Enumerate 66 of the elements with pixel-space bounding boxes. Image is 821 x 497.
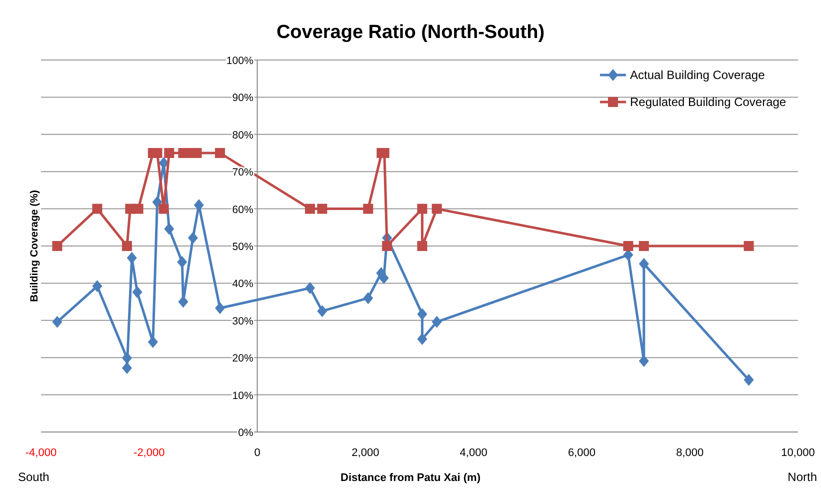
point: [214, 302, 225, 314]
point: [317, 204, 328, 214]
tick-label-halo: 80%: [232, 129, 254, 142]
x-axis-title: Distance from Patu Xai (m): [340, 472, 481, 484]
point: [432, 204, 442, 214]
point: [744, 241, 754, 251]
point: [382, 241, 392, 251]
point: [363, 292, 374, 304]
tick-label-halo: 10%: [232, 390, 254, 402]
point: [178, 148, 188, 158]
x-tick-label: 6,000: [568, 447, 596, 459]
point: [638, 241, 649, 251]
point: [148, 336, 158, 348]
chart-title: Coverage Ratio (North-South): [276, 22, 545, 43]
tick-label-halo: 100%: [226, 55, 254, 67]
point: [214, 148, 225, 158]
point: [638, 258, 649, 270]
x-tick-label: 2,000: [352, 447, 380, 459]
point: [317, 305, 328, 318]
legend-label: Actual Building Coverage: [630, 68, 766, 82]
x-tick-label: -2,000: [134, 447, 165, 459]
point: [158, 204, 169, 214]
tick-label-halo: 90%: [232, 92, 254, 104]
tick-label-halo: 0%: [238, 427, 254, 439]
point: [133, 204, 144, 214]
x-tick-label: 8,000: [676, 447, 704, 459]
point: [132, 286, 142, 298]
tick-label-halo: 70%: [232, 166, 254, 179]
point: [178, 296, 188, 308]
point: [417, 333, 428, 345]
point: [92, 204, 102, 214]
point: [363, 204, 374, 214]
x-tick-label: 0: [254, 447, 260, 459]
x-tick-label: 4,000: [460, 447, 488, 459]
point: [623, 241, 634, 251]
point: [305, 204, 316, 214]
point: [122, 352, 132, 364]
point: [638, 354, 649, 367]
point: [744, 374, 754, 386]
point: [417, 308, 428, 320]
x-tick-label: -4,000: [25, 447, 57, 459]
point: [417, 204, 428, 214]
point: [164, 222, 174, 235]
point: [92, 280, 102, 292]
point: [177, 256, 188, 268]
tick-label-halo: 30%: [232, 315, 254, 328]
tick-label-halo: 40%: [232, 278, 254, 290]
y-axis-title: Building Coverage (%): [28, 190, 40, 302]
point: [152, 196, 162, 208]
tick-label-halo: 20%: [232, 352, 254, 365]
point: [305, 282, 316, 294]
x-tick-label: 10,000: [781, 447, 815, 459]
text: North: [788, 470, 817, 484]
tick-label-halo: 50%: [232, 241, 254, 253]
tick-label-halo: 60%: [232, 204, 254, 216]
point: [52, 316, 62, 328]
point: [126, 252, 137, 264]
point: [432, 316, 442, 328]
point: [417, 241, 428, 251]
point: [122, 241, 132, 251]
point: [188, 232, 198, 244]
point: [52, 241, 62, 251]
legend-label: Regulated Building Coverage: [630, 95, 786, 109]
point: [122, 362, 132, 374]
text: South: [18, 470, 50, 484]
point: [164, 148, 174, 158]
